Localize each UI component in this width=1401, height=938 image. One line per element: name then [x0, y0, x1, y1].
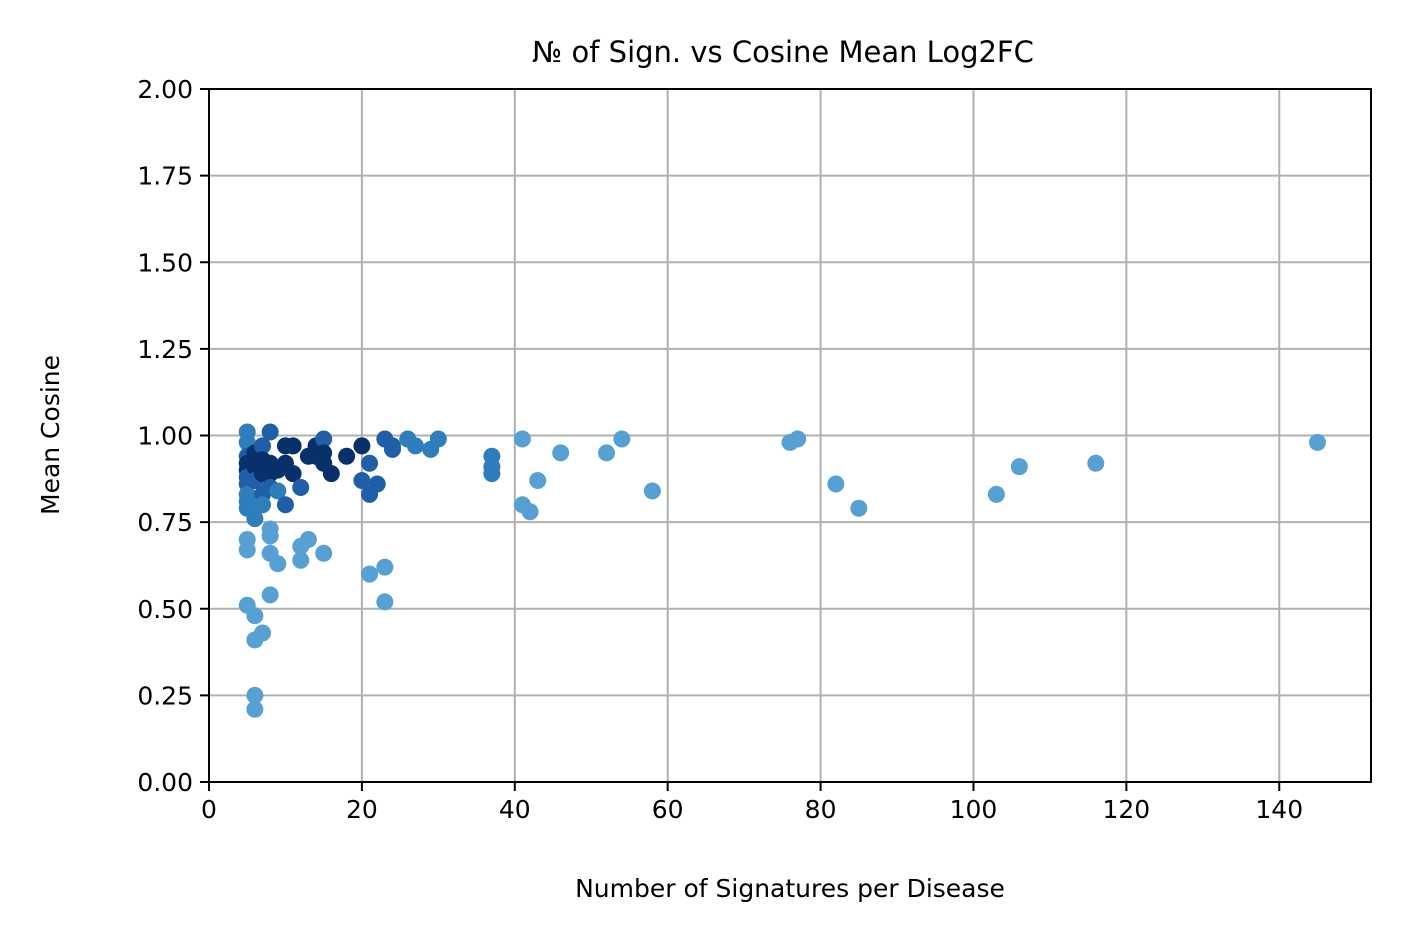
scatter-point [613, 430, 631, 448]
scatter-point [246, 510, 264, 528]
x-tick-label: 0 [201, 795, 217, 824]
scatter-point [254, 496, 272, 514]
x-tick-label: 120 [1103, 795, 1151, 824]
scatter-point [529, 472, 547, 490]
scatter-point [338, 447, 356, 465]
scatter-point [483, 465, 501, 483]
scatter-point [254, 624, 272, 642]
x-axis-title: Number of Signatures per Disease [575, 874, 1005, 903]
scatter-point [987, 485, 1005, 503]
scatter-point [827, 475, 845, 493]
scatter-point [1308, 433, 1326, 451]
scatter-point [261, 527, 279, 545]
chart-title: № of Sign. vs Cosine Mean Log2FC [532, 35, 1034, 69]
y-axis-title: Mean Cosine [36, 355, 65, 515]
scatter-point [276, 496, 294, 514]
scatter-point [513, 430, 531, 448]
scatter-point [269, 482, 287, 500]
x-tick-label: 60 [652, 795, 684, 824]
scatter-point [789, 430, 807, 448]
scatter-point [284, 437, 302, 455]
scatter-point [552, 444, 570, 462]
scatter-point [292, 478, 310, 496]
y-tick-label: 0.25 [137, 681, 193, 710]
x-tick-label: 100 [950, 795, 998, 824]
scatter-point [261, 586, 279, 604]
scatter-point [850, 499, 868, 517]
y-tick-label: 1.50 [137, 248, 193, 277]
scatter-point [361, 565, 379, 583]
scatter-point [254, 437, 272, 455]
y-tick-label: 1.00 [137, 422, 193, 451]
scatter-point [361, 454, 379, 472]
x-tick-label: 40 [499, 795, 531, 824]
scatter-point [643, 482, 661, 500]
scatter-point [322, 465, 340, 483]
scatter-point [315, 430, 333, 448]
scatter-point [269, 555, 287, 573]
scatter-point [246, 686, 264, 704]
y-tick-label: 1.25 [137, 335, 193, 364]
scatter-point [284, 465, 302, 483]
scatter-point [376, 593, 394, 611]
x-tick-label: 140 [1255, 795, 1303, 824]
y-tick-label: 0.00 [137, 768, 193, 797]
y-tick-label: 0.75 [137, 508, 193, 537]
scatter-point [368, 475, 386, 493]
scatter-point [383, 440, 401, 458]
y-tick-label: 0.50 [137, 595, 193, 624]
scatter-point [429, 430, 447, 448]
x-tick-label: 80 [805, 795, 837, 824]
scatter-point [299, 530, 317, 548]
scatter-point [1087, 454, 1105, 472]
y-tick-label: 2.00 [137, 75, 193, 104]
x-tick-label: 20 [346, 795, 378, 824]
scatter-point [1010, 458, 1028, 476]
scatter-point [246, 607, 264, 625]
scatter-point [292, 551, 310, 569]
y-tick-label: 1.75 [137, 162, 193, 191]
scatter-point [238, 541, 256, 559]
scatter-point [521, 503, 539, 521]
scatter-point [353, 472, 371, 490]
scatter-point [406, 437, 424, 455]
scatter-point [261, 423, 279, 441]
scatter-point [246, 700, 264, 718]
scatter-point [376, 558, 394, 576]
scatter-point [315, 544, 333, 562]
axis-ticks: 0 20 40 60 80 100 120 140 0.00 0.25 0.50 0.75 1.00 1.… [137, 75, 1303, 824]
scatter-point [598, 444, 616, 462]
scatter-point [353, 437, 371, 455]
data-points [238, 423, 1326, 718]
